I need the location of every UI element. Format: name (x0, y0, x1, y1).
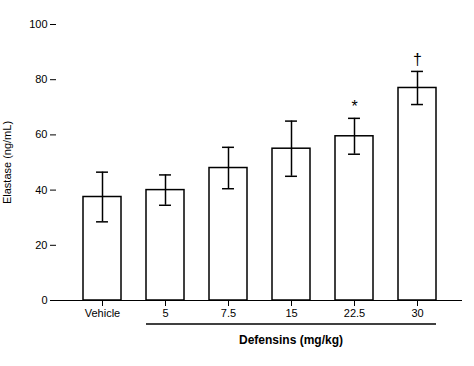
svg-text:5: 5 (162, 307, 168, 319)
svg-text:7.5: 7.5 (221, 307, 236, 319)
svg-text:Defensins (mg/kg): Defensins (mg/kg) (239, 333, 343, 347)
svg-text:60: 60 (35, 128, 47, 140)
svg-text:Elastase (ng/mL): Elastase (ng/mL) (1, 121, 13, 204)
svg-text:20: 20 (35, 239, 47, 251)
svg-text:Vehicle: Vehicle (85, 307, 120, 319)
svg-text:15: 15 (285, 307, 297, 319)
svg-text:40: 40 (35, 184, 47, 196)
svg-text:80: 80 (35, 73, 47, 85)
svg-text:22.5: 22.5 (344, 307, 365, 319)
svg-text:*: * (351, 98, 357, 115)
svg-text:30: 30 (411, 307, 423, 319)
svg-text:100: 100 (29, 18, 47, 30)
svg-text:0: 0 (41, 294, 47, 306)
svg-text:†: † (413, 51, 422, 68)
